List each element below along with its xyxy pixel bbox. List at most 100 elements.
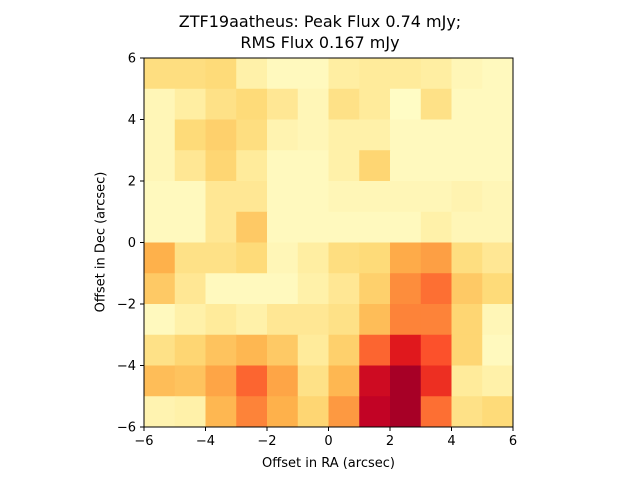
heatmap-cell xyxy=(451,334,483,366)
heatmap-cell xyxy=(205,119,237,151)
heatmap-cell xyxy=(297,396,329,428)
heatmap-cell xyxy=(482,150,514,182)
heatmap-cell xyxy=(144,304,176,336)
heatmap-cell xyxy=(174,334,206,366)
heatmap-cell xyxy=(420,119,452,151)
heatmap-cell xyxy=(482,119,514,151)
heatmap-cell xyxy=(390,273,422,305)
heatmap-cell xyxy=(144,181,176,213)
heatmap-cell xyxy=(174,58,206,90)
heatmap-cell xyxy=(144,58,176,90)
heatmap-cell xyxy=(482,181,514,213)
heatmap-cell xyxy=(420,181,452,213)
heatmap-cell xyxy=(359,211,391,243)
heatmap-cell xyxy=(359,150,391,182)
heatmap-cell xyxy=(451,211,483,243)
heatmap-cell xyxy=(236,58,268,90)
x-axis-ticks: −6 −4 −2 0 2 4 6 xyxy=(134,427,517,449)
heatmap-cell xyxy=(174,273,206,305)
heatmap-cell xyxy=(451,58,483,90)
heatmap-cell xyxy=(359,181,391,213)
heatmap-cell xyxy=(205,58,237,90)
heatmap-cell xyxy=(451,88,483,120)
heatmap-cell xyxy=(420,88,452,120)
heatmap-cell xyxy=(390,150,422,182)
heatmap-cell xyxy=(420,211,452,243)
heatmap-cell xyxy=(390,58,422,90)
heatmap-cell xyxy=(328,58,360,90)
x-tick-label: 0 xyxy=(324,434,332,449)
heatmap-cell xyxy=(451,273,483,305)
heatmap-cell xyxy=(451,396,483,428)
heatmap-cell xyxy=(328,242,360,274)
heatmap-cell xyxy=(482,58,514,90)
heatmap-cell xyxy=(144,211,176,243)
heatmap-cell xyxy=(328,273,360,305)
x-axis-label: Offset in RA (arcsec) xyxy=(262,456,395,471)
heatmap-cell xyxy=(297,365,329,397)
heatmap-cell xyxy=(297,211,329,243)
x-tick-label: 2 xyxy=(386,434,394,449)
heatmap-cell xyxy=(205,365,237,397)
heatmap-cell xyxy=(205,242,237,274)
heatmap-cell xyxy=(482,396,514,428)
heatmap-cell xyxy=(390,181,422,213)
heatmap-cell xyxy=(267,396,299,428)
heatmap-cell xyxy=(297,119,329,151)
x-tick-label: −2 xyxy=(257,434,276,449)
heatmap-cells xyxy=(144,58,514,428)
heatmap-cell xyxy=(297,334,329,366)
heatmap-cell xyxy=(267,304,299,336)
heatmap-cell xyxy=(236,365,268,397)
heatmap-cell xyxy=(205,304,237,336)
heatmap-cell xyxy=(451,119,483,151)
heatmap-cell xyxy=(267,119,299,151)
heatmap-cell xyxy=(174,88,206,120)
heatmap-cell xyxy=(420,273,452,305)
heatmap-cell xyxy=(144,88,176,120)
heatmap-cell xyxy=(297,88,329,120)
heatmap-cell xyxy=(482,365,514,397)
heatmap-cell xyxy=(267,334,299,366)
heatmap-cell xyxy=(174,119,206,151)
heatmap-cell xyxy=(390,396,422,428)
heatmap-cell xyxy=(420,58,452,90)
heatmap-cell xyxy=(359,58,391,90)
heatmap-cell xyxy=(359,396,391,428)
y-tick-label: −4 xyxy=(117,359,136,374)
x-tick-label: −4 xyxy=(196,434,215,449)
heatmap-cell xyxy=(205,150,237,182)
heatmap-cell xyxy=(236,304,268,336)
heatmap-cell xyxy=(451,365,483,397)
heatmap-cell xyxy=(420,150,452,182)
heatmap-cell xyxy=(144,396,176,428)
heatmap-cell xyxy=(236,119,268,151)
heatmap-cell xyxy=(420,396,452,428)
heatmap-cell xyxy=(482,211,514,243)
x-tick-label: 6 xyxy=(509,434,517,449)
x-tick-label: −6 xyxy=(134,434,153,449)
heatmap-cell xyxy=(205,211,237,243)
heatmap-cell xyxy=(482,88,514,120)
heatmap-cell xyxy=(390,119,422,151)
heatmap-cell xyxy=(144,273,176,305)
heatmap-cell xyxy=(297,273,329,305)
heatmap-cell xyxy=(420,304,452,336)
heatmap-cell xyxy=(451,242,483,274)
heatmap-cell xyxy=(390,211,422,243)
y-tick-label: −6 xyxy=(117,421,136,436)
heatmap-cell xyxy=(144,150,176,182)
heatmap-cell xyxy=(420,365,452,397)
heatmap-cell xyxy=(328,150,360,182)
heatmap-cell xyxy=(174,242,206,274)
heatmap-cell xyxy=(297,150,329,182)
heatmap-cell xyxy=(205,88,237,120)
heatmap-cell xyxy=(390,88,422,120)
heatmap-cell xyxy=(236,181,268,213)
heatmap-cell xyxy=(236,211,268,243)
heatmap-cell xyxy=(205,396,237,428)
y-tick-label: −2 xyxy=(117,298,136,313)
y-axis-ticks: −6 −4 −2 0 2 4 6 xyxy=(117,52,144,436)
chart-title-line-2: RMS Flux 0.167 mJy xyxy=(240,33,400,52)
